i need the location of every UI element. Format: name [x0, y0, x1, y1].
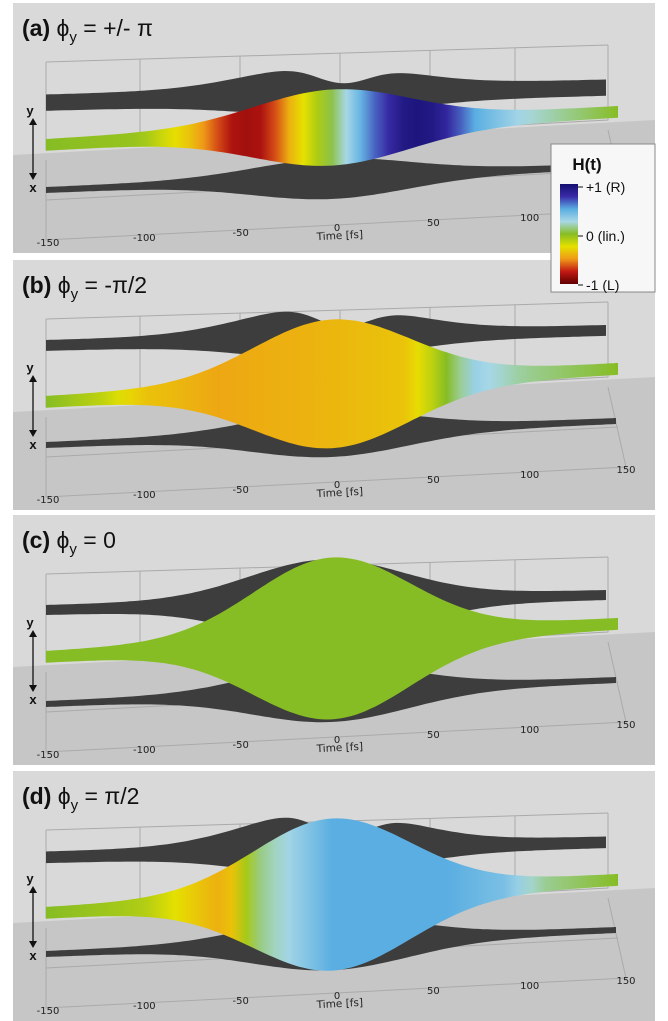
panel-label: (d) ϕy = π/2: [22, 783, 139, 814]
x-tick-label: 100: [520, 213, 539, 224]
x-tick-label: -100: [133, 1001, 156, 1012]
x-tick-label: -50: [232, 228, 248, 239]
x-tick-label: -100: [133, 745, 156, 756]
x-tick-label: -150: [37, 750, 60, 761]
legend-tick-label: 0 (lin.): [586, 228, 625, 244]
x-tick-label: -100: [133, 233, 156, 244]
axis-orientation-marker: yx: [26, 615, 37, 707]
legend-title: H(t): [572, 155, 601, 174]
svg-text:y: y: [26, 103, 34, 118]
pulse-helicity: [46, 89, 618, 166]
svg-text:x: x: [29, 948, 37, 963]
x-axis-title: Time [fs]: [315, 486, 363, 500]
x-tick-label: -150: [37, 1006, 60, 1017]
x-tick-label: -100: [133, 490, 156, 501]
svg-text:y: y: [26, 871, 34, 886]
x-tick-label: 50: [427, 475, 440, 486]
legend-colorbar: [560, 184, 578, 284]
legend-tick-label: +1 (R): [586, 179, 625, 195]
x-tick-labels: -150 -100 -50 0 50 100 150: [37, 465, 636, 506]
x-tick-label: -50: [232, 740, 248, 751]
panel-label: (a) ϕy = +/- π: [22, 15, 153, 46]
x-tick-label: 0: [334, 480, 340, 491]
pulse-helicity: [46, 557, 618, 720]
x-tick-label: 100: [520, 470, 539, 481]
x-axis-title: Time [fs]: [315, 229, 363, 243]
x-tick-label: 50: [427, 986, 440, 997]
panel-label: (c) ϕy = 0: [22, 527, 116, 558]
svg-text:y: y: [26, 360, 34, 375]
x-tick-label: -50: [232, 485, 248, 496]
legend-tick-label: -1 (L): [586, 277, 619, 293]
x-tick-label: 0: [334, 991, 340, 1002]
x-tick-label: 150: [616, 465, 635, 476]
pulse-helicity: [46, 818, 618, 971]
x-tick-label: -150: [37, 495, 60, 506]
x-tick-label: 50: [427, 730, 440, 741]
projection-x: [46, 158, 616, 200]
svg-text:y: y: [26, 615, 34, 630]
helicity-legend: H(t) +1 (R) 0 (lin.) -1 (L): [550, 143, 656, 293]
x-tick-label: -50: [232, 996, 248, 1007]
x-axis-title: Time [fs]: [315, 741, 363, 755]
x-tick-label: 150: [616, 720, 635, 731]
x-tick-label: 0: [334, 735, 340, 746]
svg-text:x: x: [29, 692, 37, 707]
pulse-helicity: [46, 319, 618, 449]
svg-text:x: x: [29, 180, 37, 195]
x-tick-label: 100: [520, 725, 539, 736]
x-axis-title: Time [fs]: [315, 997, 363, 1011]
x-tick-label: 100: [520, 981, 539, 992]
axis-orientation-marker: yx: [26, 360, 37, 452]
x-tick-label: 150: [616, 976, 635, 987]
x-tick-label: 0: [334, 223, 340, 234]
x-tick-label: -150: [37, 238, 60, 249]
svg-text:x: x: [29, 437, 37, 452]
x-tick-labels: -150 -100 -50 0 50 100 150: [37, 976, 636, 1017]
axis-orientation-marker: yx: [26, 871, 37, 963]
x-tick-labels: -150 -100 -50 0 50 100 150: [37, 720, 636, 761]
panel-label: (b) ϕy = -π/2: [22, 272, 147, 303]
axis-orientation-marker: yx: [26, 103, 37, 195]
x-tick-label: 50: [427, 218, 440, 229]
